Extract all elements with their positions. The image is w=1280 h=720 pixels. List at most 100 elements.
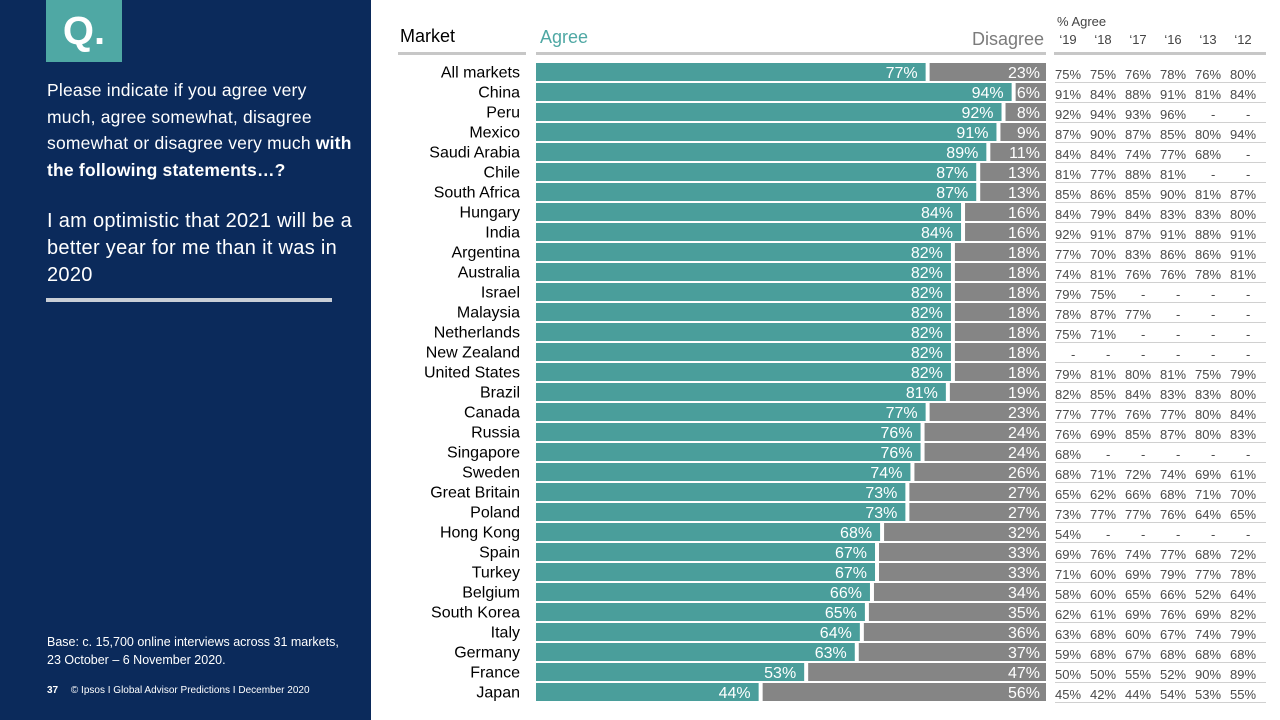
- market-label: South Korea: [431, 605, 520, 622]
- trend-value: 52%: [1195, 587, 1221, 602]
- disagree-bar: [1015, 83, 1046, 101]
- trend-value: 77%: [1160, 547, 1186, 562]
- trend-row-divider: [1055, 322, 1266, 323]
- agree-value-label: 76%: [881, 445, 913, 462]
- trend-value: -: [1211, 107, 1215, 122]
- market-label: Singapore: [447, 445, 520, 462]
- trend-value: 81%: [1090, 267, 1116, 282]
- trend-value: -: [1176, 347, 1180, 362]
- market-label: All markets: [441, 65, 520, 82]
- agree-bar: [536, 183, 977, 201]
- trend-value: 70%: [1090, 247, 1116, 262]
- trend-value: 76%: [1160, 607, 1186, 622]
- disagree-bar: [858, 643, 1046, 661]
- agree-value-label: 66%: [830, 585, 862, 602]
- disagree-value-label: 32%: [1008, 525, 1040, 542]
- agree-bar: [536, 163, 977, 181]
- disagree-value-label: 26%: [1008, 465, 1040, 482]
- trend-row-divider: [1055, 502, 1266, 503]
- market-label: Australia: [458, 265, 520, 282]
- trend-value: 54%: [1055, 527, 1081, 542]
- trend-value: 81%: [1160, 167, 1186, 182]
- trend-value: 76%: [1125, 67, 1151, 82]
- disagree-value-label: 27%: [1008, 485, 1040, 502]
- trend-value: 83%: [1195, 207, 1221, 222]
- trend-value: 88%: [1125, 87, 1151, 102]
- trend-value: 92%: [1055, 107, 1081, 122]
- trend-value: 74%: [1195, 627, 1221, 642]
- trend-value: 76%: [1055, 427, 1081, 442]
- trend-row-divider: [1055, 422, 1266, 423]
- trend-value: 76%: [1160, 267, 1186, 282]
- trend-row-divider: [1055, 582, 1266, 583]
- trend-value: 87%: [1125, 127, 1151, 142]
- disagree-value-label: 18%: [1008, 245, 1040, 262]
- question-panel: Q. Please indicate if you agree very muc…: [0, 0, 371, 720]
- trend-value: 85%: [1125, 427, 1151, 442]
- trend-row-divider: [1055, 542, 1266, 543]
- agree-value-label: 82%: [911, 325, 943, 342]
- trend-value: 68%: [1195, 547, 1221, 562]
- disagree-value-label: 56%: [1008, 685, 1040, 702]
- agree-bar: [536, 343, 951, 361]
- market-label: France: [470, 665, 520, 682]
- trend-value: 71%: [1090, 327, 1116, 342]
- trend-value: 87%: [1230, 187, 1256, 202]
- disagree-value-label: 35%: [1008, 605, 1040, 622]
- trend-value: 94%: [1230, 127, 1256, 142]
- divider: [46, 298, 332, 302]
- market-label: Italy: [491, 625, 520, 642]
- agree-value-label: 82%: [911, 345, 943, 362]
- trend-value: -: [1246, 287, 1250, 302]
- agree-bar: [536, 103, 1002, 121]
- disagree-bar: [884, 523, 1046, 541]
- trend-value: -: [1246, 147, 1250, 162]
- agree-bar: [536, 523, 881, 541]
- trend-row-divider: [1055, 242, 1266, 243]
- trend-value: 64%: [1230, 587, 1256, 602]
- trend-value: 86%: [1195, 247, 1221, 262]
- market-label: Hungary: [460, 205, 520, 222]
- trend-value: -: [1176, 527, 1180, 542]
- trend-value: 50%: [1055, 667, 1081, 682]
- trend-value: -: [1106, 347, 1110, 362]
- agree-value-label: 67%: [835, 545, 867, 562]
- trend-value: 86%: [1160, 247, 1186, 262]
- disagree-bar: [980, 183, 1046, 201]
- agree-value-label: 68%: [840, 525, 872, 542]
- question-badge: Q.: [46, 0, 122, 62]
- disagree-bar: [1000, 123, 1046, 141]
- trend-row-divider: [1055, 682, 1266, 683]
- trend-row-divider: [1055, 522, 1266, 523]
- agree-value-label: 82%: [911, 305, 943, 322]
- trend-value: -: [1246, 167, 1250, 182]
- agree-value-label: 64%: [820, 625, 852, 642]
- agree-bar: [536, 403, 926, 421]
- header-pct-agree: % Agree: [1057, 14, 1107, 29]
- trend-value: 78%: [1195, 267, 1221, 282]
- trend-value: -: [1176, 287, 1180, 302]
- agree-bar: [536, 83, 1012, 101]
- disagree-value-label: 18%: [1008, 365, 1040, 382]
- trend-value: 96%: [1160, 107, 1186, 122]
- trend-value: 75%: [1090, 287, 1116, 302]
- agree-value-label: 91%: [956, 125, 988, 142]
- agree-value-label: 84%: [921, 205, 953, 222]
- market-label: Brazil: [480, 385, 520, 402]
- header-disagree: Disagree: [971, 29, 1044, 49]
- trend-value: 83%: [1160, 207, 1186, 222]
- market-label: Russia: [471, 425, 520, 442]
- trend-value: 76%: [1160, 507, 1186, 522]
- trend-value: 91%: [1055, 87, 1081, 102]
- disagree-bar: [914, 463, 1046, 481]
- trend-value: 90%: [1090, 127, 1116, 142]
- agree-value-label: 82%: [911, 245, 943, 262]
- trend-value: 73%: [1055, 507, 1081, 522]
- trend-row-divider: [1055, 362, 1266, 363]
- disagree-value-label: 11%: [1009, 145, 1040, 162]
- trend-value: -: [1211, 167, 1215, 182]
- trend-value: 77%: [1160, 407, 1186, 422]
- trend-value: 82%: [1230, 607, 1256, 622]
- disagree-bar: [990, 143, 1046, 161]
